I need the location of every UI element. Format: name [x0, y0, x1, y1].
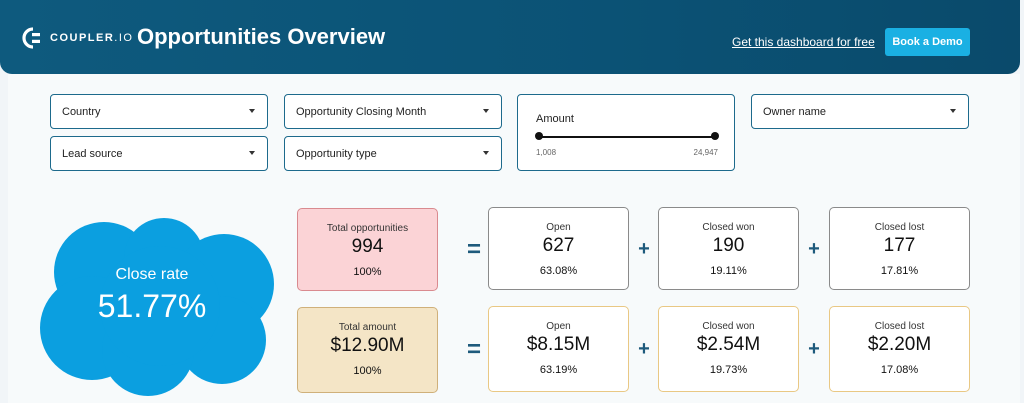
chevron-down-icon: [950, 109, 956, 113]
opportunity-type-filter[interactable]: Opportunity type: [284, 136, 502, 171]
lead-source-filter[interactable]: Lead source: [50, 136, 268, 171]
card-percent: 19.73%: [709, 364, 748, 376]
closing-month-filter[interactable]: Opportunity Closing Month: [284, 94, 502, 129]
close-rate-label: Close rate: [115, 266, 189, 283]
owner-filter[interactable]: Owner name: [751, 94, 969, 129]
card-percent: 100%: [353, 266, 382, 278]
coupler-logo[interactable]: COUPLER.IO: [22, 27, 133, 49]
card-label: Closed won: [702, 321, 755, 332]
total-amount-card: Total amount $12.90M 100%: [297, 307, 438, 393]
card-label: Total amount: [338, 322, 397, 333]
chevron-down-icon: [249, 109, 255, 113]
amount-min-value: 1,008: [536, 148, 557, 157]
amount-max-handle[interactable]: [711, 132, 719, 140]
card-label: Closed lost: [874, 222, 925, 233]
get-dashboard-link[interactable]: Get this dashboard for free: [732, 35, 875, 49]
country-filter[interactable]: Country: [50, 94, 268, 129]
plus-sign: +: [638, 338, 650, 360]
closed-won-opportunities-card: Closed won 190 19.11%: [658, 207, 799, 290]
coupler-logo-icon: [22, 27, 40, 49]
chevron-down-icon: [483, 151, 489, 155]
owner-filter-label: Owner name: [763, 105, 826, 118]
card-value: 994: [351, 236, 384, 257]
closed-won-amount-card: Closed won $2.54M 19.73%: [658, 306, 799, 392]
card-percent: 17.81%: [880, 265, 919, 277]
chevron-down-icon: [483, 109, 489, 113]
header-bar: COUPLER.IO Opportunities Overview Get th…: [0, 0, 1020, 74]
equals-sign: =: [466, 236, 481, 263]
total-opportunities-card: Total opportunities 994 100%: [297, 208, 438, 291]
card-value: $8.15M: [526, 334, 591, 355]
close-rate-cloud: [40, 218, 274, 396]
card-value: $2.54M: [696, 334, 761, 355]
open-amount-card: Open $8.15M 63.19%: [488, 306, 629, 392]
card-value: $12.90M: [330, 335, 405, 356]
amount-slider-track[interactable]: [539, 136, 715, 138]
amount-max-value: 24,947: [693, 148, 718, 157]
card-value: $2.20M: [867, 334, 932, 355]
card-value: 177: [883, 235, 916, 256]
card-value: 190: [712, 235, 745, 256]
amount-range-filter: Amount 1,008 24,947: [517, 94, 735, 171]
card-label: Total opportunities: [326, 223, 409, 234]
book-demo-button[interactable]: Book a Demo: [885, 28, 970, 56]
page-title: Opportunities Overview: [137, 24, 386, 49]
closed-lost-opportunities-card: Closed lost 177 17.81%: [829, 207, 970, 290]
card-label: Closed lost: [874, 321, 925, 332]
card-percent: 100%: [353, 365, 382, 377]
card-label: Open: [546, 222, 571, 233]
chevron-down-icon: [249, 151, 255, 155]
card-percent: 17.08%: [880, 364, 919, 376]
card-value: 627: [542, 235, 575, 256]
close-rate-value: 51.77%: [97, 288, 207, 324]
amount-min-handle[interactable]: [535, 132, 543, 140]
country-filter-label: Country: [62, 105, 101, 118]
equals-sign: =: [466, 336, 481, 363]
card-percent: 19.11%: [710, 265, 747, 277]
card-percent: 63.19%: [539, 364, 578, 376]
plus-sign: +: [638, 238, 650, 260]
plus-sign: +: [808, 338, 820, 360]
lead-source-filter-label: Lead source: [62, 147, 123, 160]
card-percent: 63.08%: [539, 265, 578, 277]
plus-sign: +: [808, 238, 820, 260]
opportunity-type-filter-label: Opportunity type: [296, 147, 377, 160]
open-opportunities-card: Open 627 63.08%: [488, 207, 629, 290]
amount-label: Amount: [536, 113, 574, 125]
card-label: Closed won: [702, 222, 755, 233]
logo-text: COUPLER.IO: [50, 32, 134, 44]
closed-lost-amount-card: Closed lost $2.20M 17.08%: [829, 306, 970, 392]
card-label: Open: [546, 321, 571, 332]
closing-month-filter-label: Opportunity Closing Month: [296, 105, 427, 118]
